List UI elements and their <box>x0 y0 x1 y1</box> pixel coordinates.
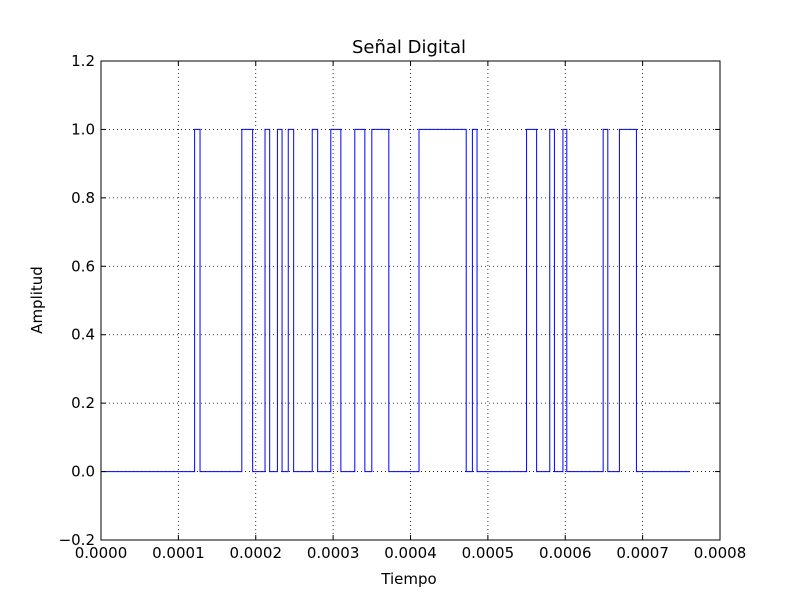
x-tick-label: 0.0001 <box>152 544 205 562</box>
plot-frame <box>100 60 721 541</box>
x-tick-label: 0.0007 <box>616 544 669 562</box>
x-tick-label: 0.0005 <box>462 544 515 562</box>
grid <box>101 61 720 540</box>
x-tick-label: 0.0003 <box>307 544 360 562</box>
series-layer <box>101 128 690 473</box>
x-tick-label: 0.0004 <box>384 544 437 562</box>
x-axis-label: Tiempo <box>380 570 436 588</box>
y-tick-label: 0.4 <box>71 326 95 344</box>
y-tick-label: 0.2 <box>71 394 95 412</box>
y-tick-label: 0.0 <box>71 463 95 481</box>
signal-series-line <box>101 128 690 473</box>
y-axis-label: Amplitud <box>28 266 46 334</box>
x-tick-label: 0.0000 <box>75 544 128 562</box>
x-tick-label: 0.0008 <box>694 544 747 562</box>
ticks: 0.0000 0.0001 0.0002 0.0003 0.0004 0.0005 0.00… <box>59 52 747 562</box>
y-tick-label: −0.2 <box>59 531 95 549</box>
y-tick-label: 0.8 <box>71 189 95 207</box>
y-tick-label: 1.0 <box>71 120 95 138</box>
y-tick-label: 0.6 <box>71 257 95 275</box>
x-tick-label: 0.0002 <box>230 544 283 562</box>
y-tick-label: 1.2 <box>71 52 95 70</box>
x-tick-label: 0.0006 <box>539 544 592 562</box>
chart-title: Señal Digital <box>352 37 466 58</box>
